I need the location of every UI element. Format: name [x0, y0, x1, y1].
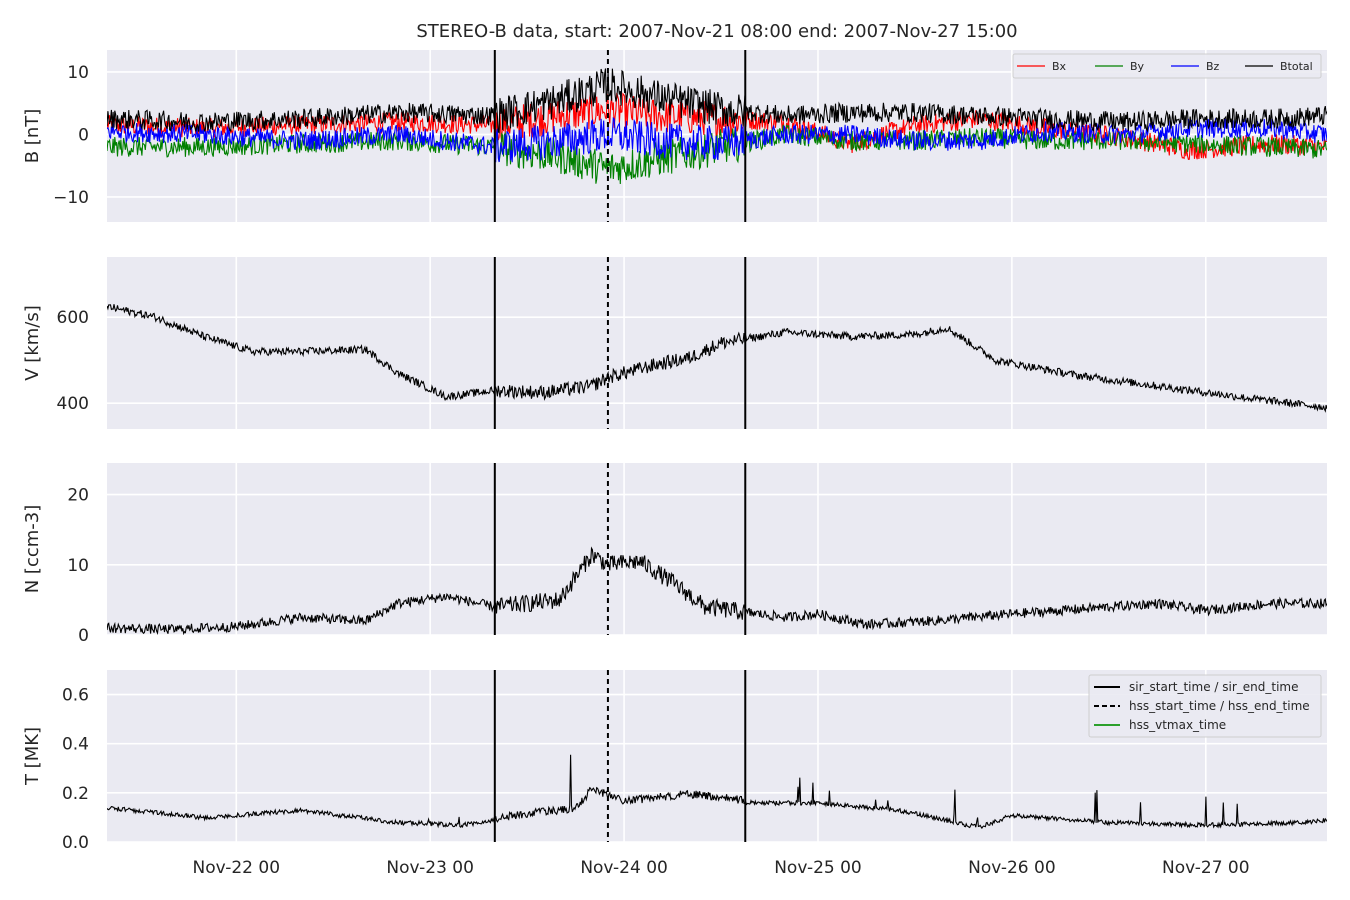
series-group [107, 68, 1327, 185]
series-bz-line [107, 116, 1327, 163]
y-tick-label: 0.6 [62, 686, 89, 706]
legend-frame [1012, 53, 1322, 79]
panel-V: 600 400 V [km/s] [22, 257, 1327, 429]
series-by-line [107, 124, 1327, 185]
plot-area [107, 463, 1327, 635]
y-tick-label: 10 [67, 556, 89, 576]
y-axis-label: N [ccm-3] [22, 505, 43, 594]
y-axis-label: T [MK] [22, 727, 43, 786]
legend-frame [1088, 674, 1322, 738]
legend-label-bx: Bx [1052, 60, 1067, 73]
y-axis-label: B [nT] [22, 109, 43, 164]
panel-N: 20 10 0 N [ccm-3] [22, 463, 1327, 646]
panel-B: 10 0 −10 B [nT] Bx By Bz Btotal [22, 50, 1327, 222]
y-axis-label: V [km/s] [22, 305, 43, 380]
panels-group: 10 0 −10 B [nT] Bx By Bz Btotal 600 400 V [km/s] 20… [22, 50, 1327, 878]
y-tick-label: 0.2 [62, 784, 89, 804]
series-v-line [107, 304, 1327, 413]
series-t-line [107, 754, 1327, 830]
y-tick-label: 400 [57, 394, 89, 414]
y-tick-label: 20 [67, 486, 89, 506]
y-tick-label: 0 [78, 626, 89, 646]
x-tick-label: Nov-24 00 [580, 858, 668, 878]
legend-label-bz: Bz [1206, 60, 1220, 73]
series-n-line [107, 546, 1327, 635]
y-tick-label: 0 [78, 125, 89, 145]
legend-label-hss_start_time: hss_start_time / hss_end_time [1129, 699, 1310, 713]
series-btotal-line [107, 68, 1327, 134]
legend-label-sir_start_time: sir_start_time / sir_end_time [1129, 680, 1299, 694]
y-tick-label: 10 [67, 63, 89, 83]
y-tick-label: 0.4 [62, 735, 89, 755]
series-group [107, 304, 1327, 413]
legend-t: sir_start_time / sir_end_time hss_start_t… [1088, 674, 1322, 738]
legend-label-hss_vtmax_time: hss_vtmax_time [1129, 718, 1226, 732]
panel-T: 0.6 0.4 0.2 0.0 T [MK] Nov-22 00 Nov-23 00 Nov-… [22, 670, 1327, 878]
series-group [107, 754, 1327, 830]
y-tick-label: 0.0 [62, 833, 89, 853]
legend-b: Bx By Bz Btotal [1012, 53, 1322, 79]
x-tick-label: Nov-22 00 [193, 858, 281, 878]
legend-label-btotal: Btotal [1280, 60, 1313, 73]
figure-title: STEREO-B data, start: 2007-Nov-21 08:00 … [416, 21, 1017, 42]
x-tick-label: Nov-23 00 [386, 858, 474, 878]
x-tick-label: Nov-26 00 [968, 858, 1056, 878]
x-tick-label: Nov-27 00 [1162, 858, 1250, 878]
y-tick-label: −10 [53, 188, 89, 208]
legend-label-by: By [1130, 60, 1145, 73]
plot-area [107, 257, 1327, 429]
y-tick-label: 600 [57, 308, 89, 328]
x-tick-label: Nov-25 00 [774, 858, 862, 878]
series-group [107, 546, 1327, 635]
